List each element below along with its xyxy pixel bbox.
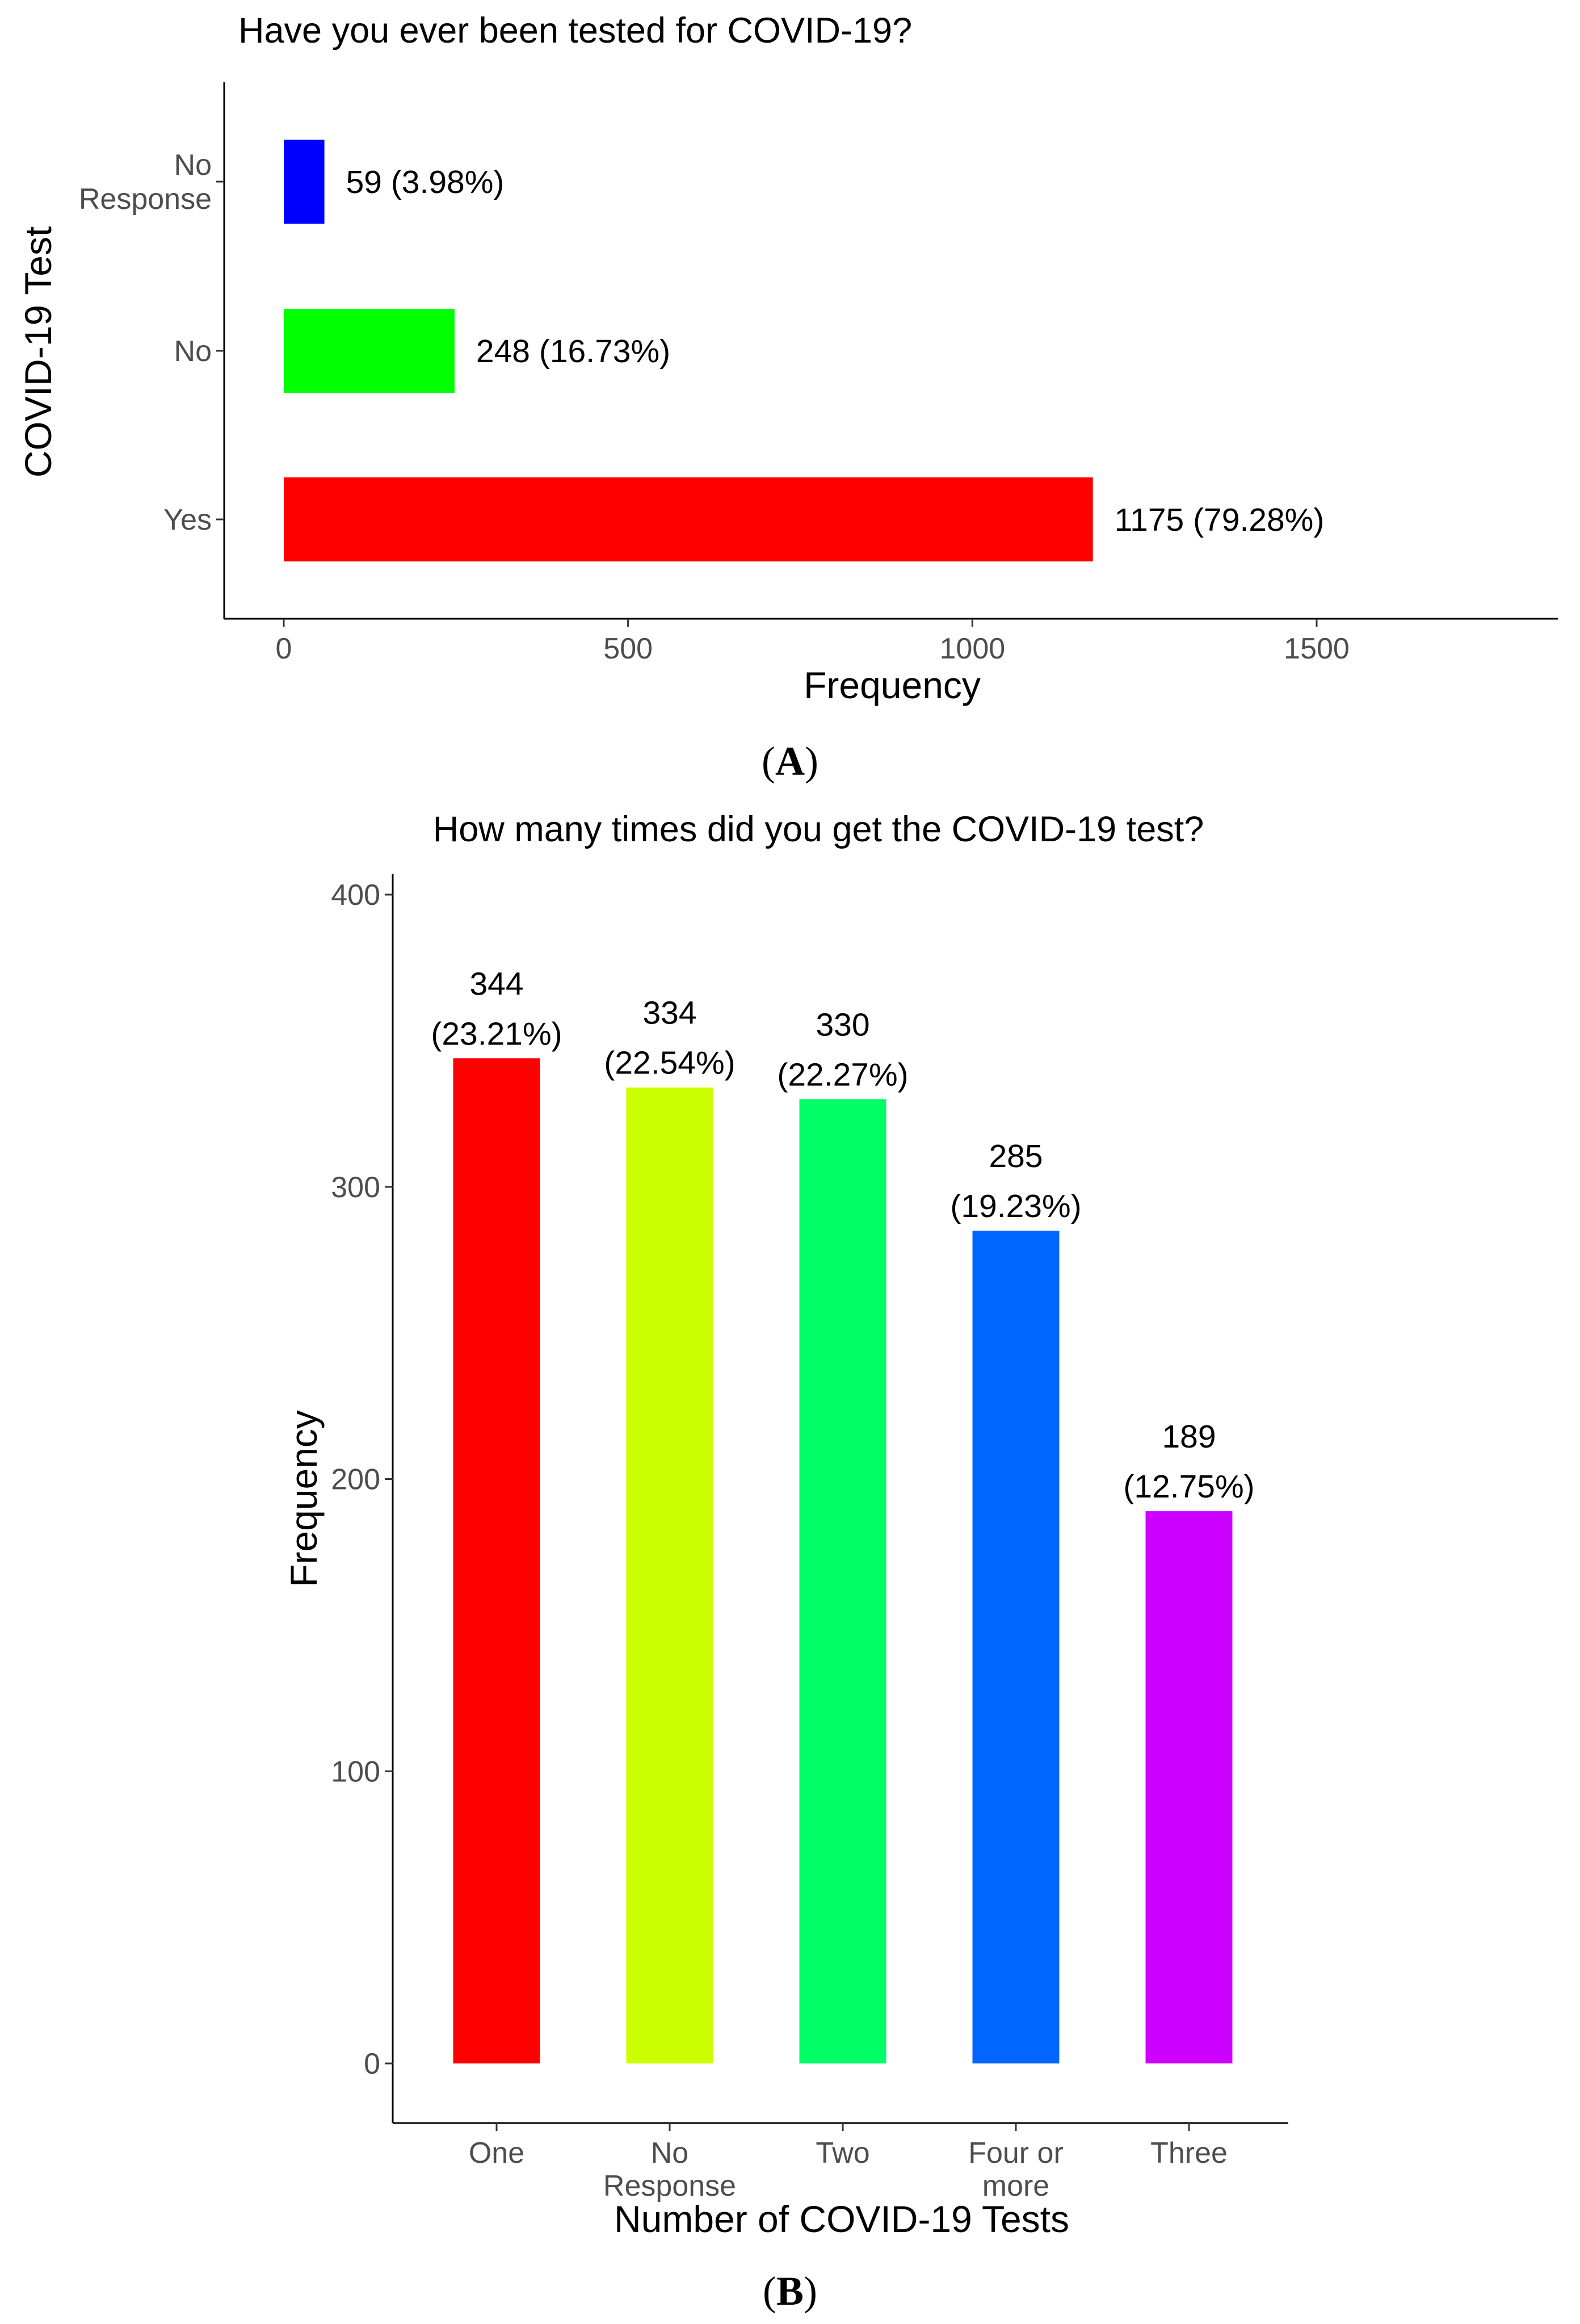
chart-b-data-label-count: 334 (642, 995, 696, 1031)
chart-b-data-label-percent: (23.21%) (431, 1016, 562, 1052)
chart-a-title: Have you ever been tested for COVID-19? (238, 11, 912, 51)
chart-a-panel-letter: A (775, 739, 805, 784)
chart-b-y-tick-label: 100 (331, 1755, 380, 1788)
chart-a-panel-label: (A) (762, 739, 818, 784)
chart-b-x-tick-label: No (651, 2137, 688, 2170)
chart-b-y-axis-title: Frequency (283, 1410, 325, 1587)
chart-b-bar (626, 1087, 713, 2063)
chart-b-bar (453, 1058, 540, 2063)
chart-a-x-tick-label: 1500 (1284, 632, 1350, 665)
chart-a-bar (284, 140, 325, 224)
chart-b-y-tick-label: 200 (331, 1463, 380, 1496)
chart-b-data-label-count: 189 (1162, 1419, 1216, 1455)
chart-b-panel-label: (B) (763, 2268, 817, 2314)
chart-a-x-tick-label: 500 (603, 632, 653, 665)
chart-a-y-axis-title: COVID-19 Test (17, 226, 59, 478)
chart-b-data-label-count: 285 (989, 1138, 1043, 1174)
chart-b-x-axis-title: Number of COVID-19 Tests (614, 2198, 1069, 2240)
chart-b-x-tick-label: Two (816, 2137, 869, 2170)
chart-a-data-label: 1175 (79.28%) (1115, 502, 1325, 538)
chart-a-y-tick-label: Yes (163, 504, 212, 536)
chart-b-bar (972, 1230, 1060, 2063)
chart-b-x-tick-label: Four or (968, 2137, 1064, 2170)
chart-a-x-tick-label: 1000 (939, 632, 1005, 665)
chart-b: How many times did you get the COVID-19 … (283, 809, 1288, 2314)
chart-a-x-tick-label: 0 (276, 632, 292, 665)
chart-b-panel-letter: B (776, 2268, 804, 2314)
chart-a-x-axis-title: Frequency (804, 664, 981, 706)
chart-b-x-tick-label: Response (603, 2170, 736, 2203)
chart-a-y-tick-label: No (174, 335, 212, 368)
chart-b-y-tick-label: 0 (364, 2048, 380, 2080)
chart-a: Have you ever been tested for COVID-19? … (17, 11, 1558, 784)
chart-b-bar (1145, 1511, 1233, 2063)
chart-b-title: How many times did you get the COVID-19 … (433, 809, 1204, 849)
chart-b-data-label-percent: (12.75%) (1123, 1469, 1254, 1505)
chart-b-data-label-percent: (22.54%) (604, 1045, 735, 1081)
chart-b-y-tick-label: 300 (331, 1171, 380, 1204)
chart-b-bar (799, 1099, 886, 2063)
chart-b-data-label-percent: (22.27%) (777, 1056, 908, 1093)
chart-a-bar (284, 477, 1093, 561)
chart-b-plot-area: 0 100 200 300 400 344 (23.21%) One 334 (22.54%) No… (331, 874, 1288, 2203)
chart-b-y-tick-label: 400 (331, 879, 380, 912)
chart-b-data-label-percent: (19.23%) (950, 1188, 1081, 1224)
chart-b-x-tick-label: Three (1150, 2137, 1228, 2170)
chart-a-bar (284, 309, 455, 393)
chart-a-data-label: 248 (16.73%) (476, 333, 670, 370)
chart-a-y-tick-label: Response (79, 183, 212, 216)
chart-b-data-label-count: 330 (816, 1006, 869, 1043)
chart-b-x-tick-label: more (982, 2170, 1049, 2203)
chart-a-y-tick-label: No (174, 149, 212, 182)
chart-b-x-tick-label: One (469, 2137, 524, 2170)
chart-a-data-label: 59 (3.98%) (346, 164, 505, 200)
chart-b-data-label-count: 344 (469, 966, 523, 1002)
